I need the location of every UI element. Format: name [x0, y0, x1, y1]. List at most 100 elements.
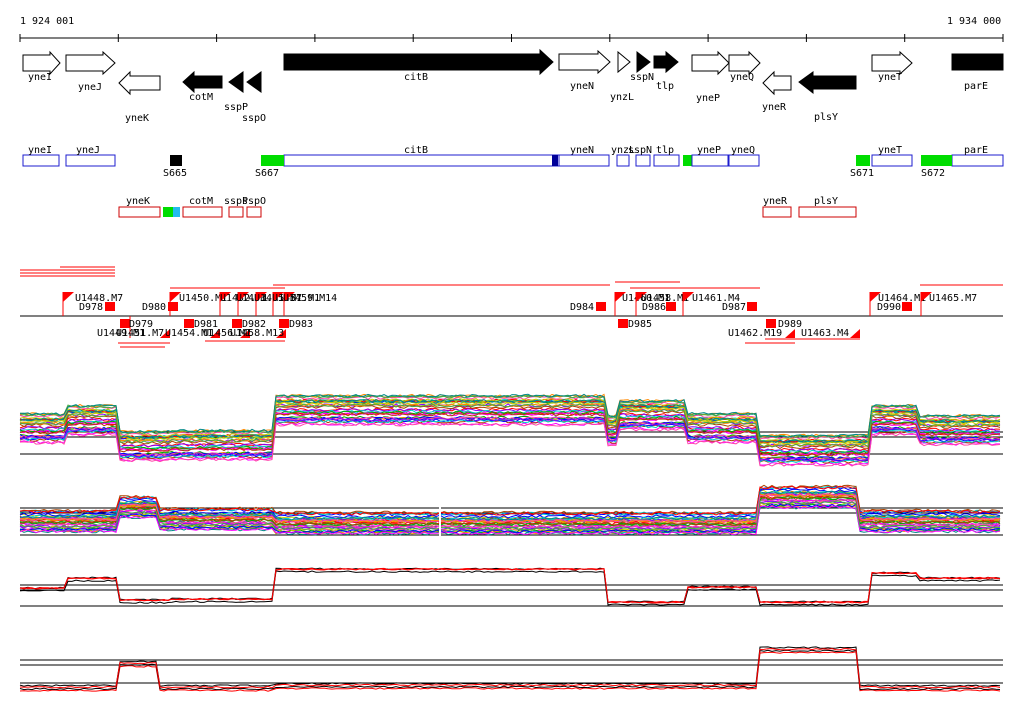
profile-line — [19, 500, 1001, 531]
segment-label: sspP — [224, 196, 248, 207]
segment-sspN[interactable]: sspN — [628, 145, 652, 167]
up-marker-U1448[interactable]: U1448.M7 — [62, 292, 123, 316]
profile-line — [19, 488, 1001, 519]
segment-label: sspN — [628, 145, 652, 156]
below-marker-U1451[interactable]: U1451.M7 — [116, 328, 170, 339]
below-marker-D989[interactable]: D989 — [766, 319, 802, 330]
gene-label: yneN — [570, 81, 594, 92]
segment-yneT[interactable]: yneT — [871, 145, 913, 167]
up-marker-U1465[interactable]: U1465.M7 — [920, 292, 977, 316]
marker-label: D978 — [79, 302, 103, 313]
below-marker-U1458[interactable]: U1458.M13 — [230, 328, 286, 339]
segment-sspO[interactable]: sspO — [242, 196, 266, 218]
down-marker-D978[interactable]: D978 — [79, 302, 115, 313]
marker-label: U1464.M1 — [878, 293, 926, 304]
profile-line — [19, 505, 1001, 536]
segment-yneN[interactable]: yneN — [570, 145, 594, 156]
down-marker-D990[interactable]: D990 — [877, 302, 912, 313]
below-marker-U1463[interactable]: U1463.M4 — [801, 328, 860, 339]
gene-arrow-sspO[interactable]: sspO — [242, 71, 266, 124]
below-marker-D982[interactable]: D982 — [232, 319, 266, 330]
below-marker-D981[interactable]: D981 — [184, 319, 218, 330]
down-marker-D986[interactable]: D986 — [642, 302, 676, 313]
profile-line — [19, 505, 1001, 536]
below-marker-U1454[interactable]: U1454.M1 — [165, 328, 220, 339]
up-marker-U1455[interactable]: U1455.M1 — [254, 292, 302, 316]
up-marker-U1464[interactable]: U1464.M1 — [869, 292, 926, 316]
segment-yneI[interactable]: yneI — [22, 145, 60, 167]
up-marker-U1460[interactable]: U1460.M1 — [614, 292, 670, 316]
profile-line — [19, 649, 1001, 691]
below-marker-D979[interactable]: D979 — [120, 319, 153, 330]
gene-arrow-ynzL[interactable]: ynzL — [610, 50, 634, 103]
gene-arrow-yneK[interactable]: yneK — [118, 70, 161, 124]
gene-arrow-yneR[interactable]: yneR — [762, 70, 792, 113]
signature-S672[interactable]: S672 — [921, 155, 952, 179]
gene-arrow-yneQ[interactable]: yneQ — [728, 50, 761, 83]
gene-arrow-yneJ[interactable]: yneJ — [65, 50, 116, 93]
up-marker-U1458b[interactable]: U1458.M1 — [635, 292, 689, 316]
downstream-extent-lines — [118, 338, 860, 348]
below-marker-D983[interactable]: D983 — [279, 319, 313, 330]
marker-label: U1456.M1 — [203, 328, 251, 339]
marker-label: U1461.M4 — [692, 293, 740, 304]
down-marker-D987[interactable]: D987 — [722, 302, 757, 313]
marker-label: D981 — [194, 319, 218, 330]
gene-arrow-cotM[interactable]: cotM — [182, 70, 223, 103]
segment-label: yneR — [763, 196, 788, 207]
up-marker-U1457[interactable]: U1457.M1 — [272, 292, 320, 316]
segment-label: plsY — [814, 196, 838, 207]
gene-label: ynzL — [610, 92, 634, 103]
segment-yneP[interactable]: yneP — [683, 145, 729, 167]
below-marker-U1456[interactable]: U1456.M1 — [203, 328, 251, 339]
segment-tlp[interactable]: tlp — [653, 145, 680, 167]
gene-arrow-yneT[interactable]: yneT — [871, 50, 913, 83]
segment-cotM[interactable]: cotM — [182, 196, 223, 218]
gene-arrow-sspP[interactable]: sspP — [224, 71, 248, 113]
up-marker-U1453[interactable]: U1453.M1 — [236, 292, 284, 316]
segment-yneQ[interactable]: yneQ — [728, 145, 760, 167]
segment-label: yneQ — [731, 145, 755, 156]
up-marker-U1459[interactable]: U1459.M14 — [283, 292, 337, 316]
segment-yneJ[interactable]: yneJ — [65, 145, 116, 167]
profile-line — [19, 416, 1001, 461]
marker-label: D986 — [642, 302, 666, 313]
below-marker-D985[interactable]: D985 — [618, 319, 652, 330]
down-marker-D984[interactable]: D984 — [570, 302, 606, 313]
signature-S667[interactable]: S667 — [255, 155, 284, 179]
segment-plsY[interactable]: plsY — [798, 196, 857, 218]
segment-label: sspO — [242, 196, 266, 207]
profile-line — [19, 393, 1001, 439]
marker-label: U1455.M1 — [254, 293, 302, 304]
profile-line — [19, 495, 1001, 526]
ruler-ticks — [19, 34, 1004, 42]
profile-line — [19, 490, 1001, 521]
gene-arrow-tlp[interactable]: tlp — [653, 50, 679, 92]
segment-label: yneP — [697, 145, 721, 156]
gene-arrow-plsY[interactable]: plsY — [798, 71, 857, 123]
up-marker-U1461[interactable]: U1461.M4 — [682, 292, 740, 316]
signature-S671[interactable]: S671 — [850, 155, 874, 179]
marker-label: U1453.M1 — [236, 293, 284, 304]
profile-line — [19, 648, 1001, 689]
segment-yneK[interactable]: yneK — [118, 196, 180, 218]
gene-arrow-yneP[interactable]: yneP — [691, 50, 730, 104]
segment-ynzL[interactable]: ynzL — [611, 145, 635, 167]
segment-parE[interactable]: parE — [951, 145, 1004, 167]
signature-S665[interactable]: S665 — [163, 155, 187, 179]
below-marker-U1462[interactable]: U1462.M19 — [728, 328, 795, 339]
segment-sspP[interactable]: sspP — [224, 196, 248, 218]
down-marker-D980[interactable]: D980 — [142, 302, 178, 313]
gene-arrow-yneN[interactable]: yneN — [558, 49, 611, 92]
gene-arrow-yneI[interactable]: yneI — [22, 50, 61, 83]
profile-line — [19, 422, 1001, 467]
gene-arrow-citB[interactable]: citB — [283, 48, 554, 83]
segment-yneR[interactable]: yneR — [762, 196, 792, 218]
signature-label: S667 — [255, 168, 279, 179]
segment-label: parE — [964, 145, 988, 156]
marker-label: D985 — [628, 319, 652, 330]
gene-arrow-parE[interactable]: parE — [951, 53, 1004, 92]
gene-arrow-sspN[interactable]: sspN — [630, 50, 654, 83]
up-marker-U1452[interactable]: U1452.M1 — [219, 292, 268, 316]
up-marker-U1450[interactable]: U1450.M1 — [169, 292, 227, 316]
